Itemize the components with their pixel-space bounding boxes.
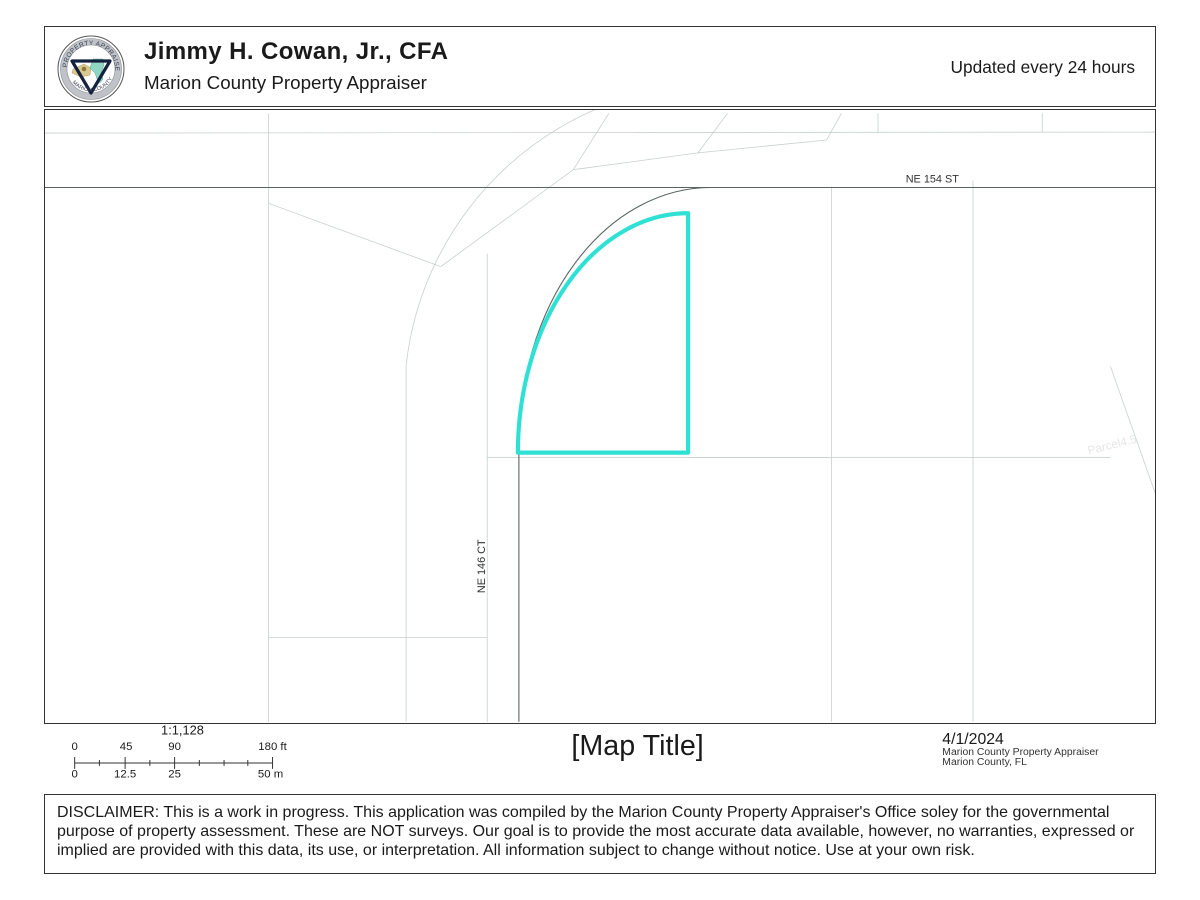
svg-text:0: 0: [72, 769, 78, 781]
svg-text:0: 0: [72, 741, 78, 753]
svg-text:12.5: 12.5: [114, 769, 136, 781]
svg-text:Parcel4.5: Parcel4.5: [1086, 432, 1138, 458]
svg-text:45: 45: [120, 741, 133, 753]
svg-text:180 ft: 180 ft: [258, 741, 287, 753]
svg-text:Marion County, FL: Marion County, FL: [942, 757, 1027, 768]
svg-text:90: 90: [168, 741, 181, 753]
svg-text:4/1/2024: 4/1/2024: [942, 731, 1004, 748]
svg-text:1:1,128: 1:1,128: [161, 724, 204, 737]
svg-text:NE 146 CT: NE 146 CT: [476, 539, 488, 593]
svg-text:NE 154 ST: NE 154 ST: [906, 174, 960, 186]
svg-text:25: 25: [168, 769, 181, 781]
svg-text:[Map Title]: [Map Title]: [571, 730, 703, 762]
svg-text:50 m: 50 m: [258, 769, 283, 781]
